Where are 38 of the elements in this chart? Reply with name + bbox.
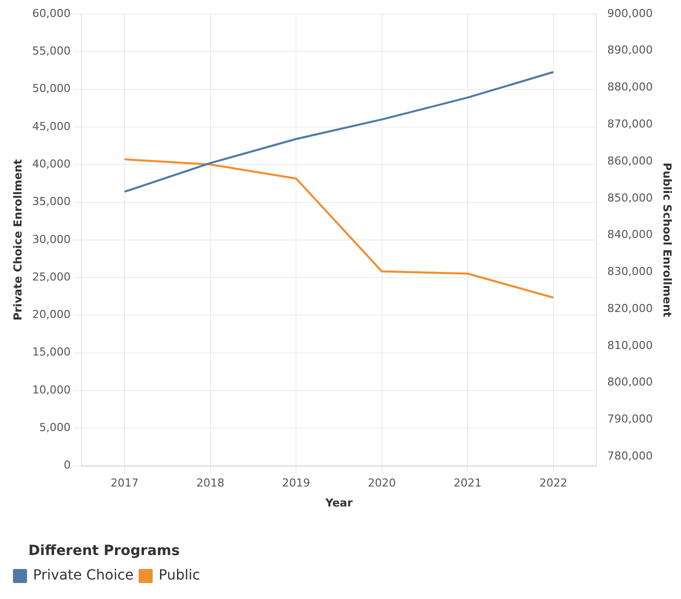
y2-tick-label: 840,000 (607, 228, 653, 242)
y-tick-label: 25,000 (32, 270, 71, 284)
y-tick-label: 20,000 (32, 308, 71, 322)
y-tick-label: 10,000 (32, 383, 71, 396)
x-tick-label: 2020 (368, 476, 396, 490)
y-tick-label: 55,000 (32, 44, 71, 58)
y2-tick-label: 830,000 (607, 265, 653, 278)
y-tick-label: 45,000 (32, 120, 71, 133)
x-tick-label: 2021 (454, 476, 482, 490)
x-tick-label: 2018 (196, 476, 224, 490)
legend-label: Private Choice (33, 568, 134, 584)
y2-tick-label: 790,000 (607, 412, 653, 426)
y2-tick-label: 800,000 (607, 376, 653, 389)
y-tick-label: 15,000 (32, 346, 71, 359)
y2-tick-label: 900,000 (607, 6, 653, 20)
y2-tick-label: 810,000 (607, 338, 653, 352)
y-tick-label: 40,000 (32, 157, 71, 170)
y2-tick-label: 850,000 (607, 191, 653, 204)
y-tick-label: 0 (64, 458, 71, 472)
y2-axis-title: Public School Enrollment (660, 162, 674, 318)
y2-tick-label: 880,000 (607, 80, 653, 94)
y2-tick-label: 780,000 (607, 449, 653, 462)
y-tick-label: 35,000 (32, 195, 71, 208)
y2-tick-label: 860,000 (607, 154, 653, 168)
legend-label: Public (158, 568, 200, 584)
x-axis-title: Year (324, 496, 354, 510)
y2-tick-label: 890,000 (607, 44, 653, 57)
y-tick-label: 5,000 (39, 421, 71, 434)
y2-tick-label: 820,000 (607, 302, 653, 315)
x-tick-label: 2022 (539, 476, 568, 490)
y2-tick-label: 870,000 (607, 118, 653, 131)
y-tick-label: 60,000 (32, 6, 71, 20)
x-tick-label: 2019 (282, 476, 310, 490)
legend-title: Different Programs (28, 542, 180, 559)
x-tick-label: 2017 (110, 476, 139, 490)
y-tick-label: 50,000 (32, 82, 71, 96)
y-tick-label: 30,000 (32, 232, 71, 246)
y-axis-title: Private Choice Enrollment (11, 159, 24, 321)
